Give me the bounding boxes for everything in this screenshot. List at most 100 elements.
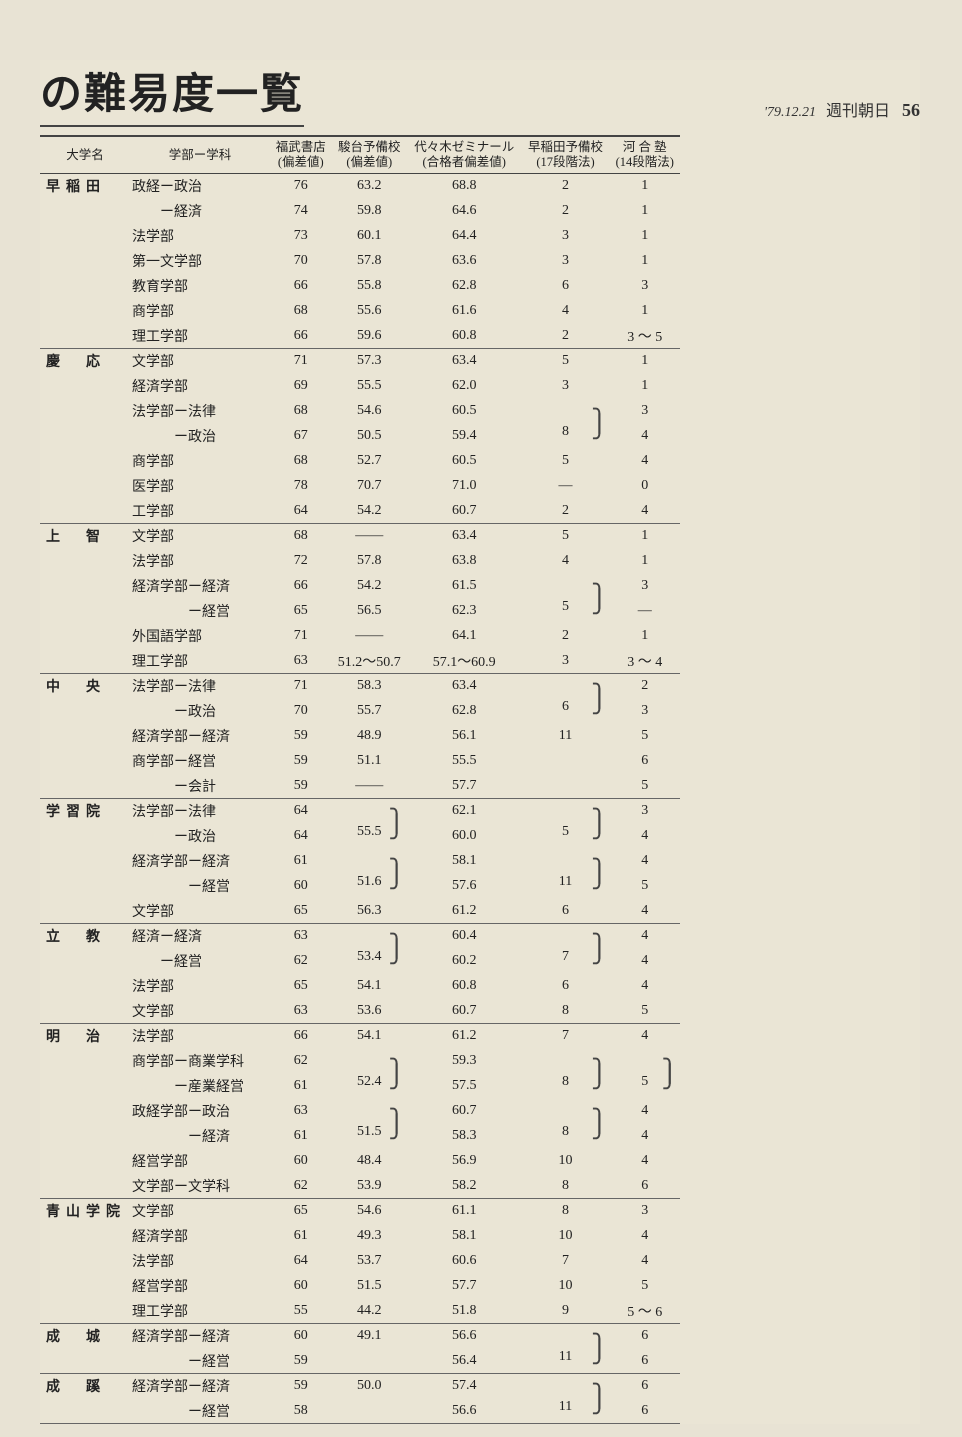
dept-cell: ー産業経営 xyxy=(130,1074,270,1099)
dept-cell: 経済学部ー経済 xyxy=(130,1374,270,1399)
value-cell: 8 xyxy=(522,999,610,1024)
uni-cell xyxy=(40,599,130,624)
uni-cell: 上 智 xyxy=(40,524,130,549)
dept-cell: 理工学部 xyxy=(130,649,270,674)
value-cell: 3 xyxy=(610,1199,680,1224)
value-cell: 53.7 xyxy=(332,1249,407,1274)
table-row: 成 城経済学部ー経済6049.156.6⎫6 xyxy=(40,1324,680,1349)
value-cell: 60.8 xyxy=(407,974,522,999)
value-cell: 3 xyxy=(610,799,680,824)
dept-cell: ー経営 xyxy=(130,1399,270,1424)
value-cell: 58.3 xyxy=(407,1124,522,1149)
value-cell: 50.5 xyxy=(332,424,407,449)
value-cell: 66 xyxy=(270,574,332,599)
value-cell: 4 xyxy=(610,424,680,449)
value-cell: 9 xyxy=(522,1299,610,1324)
table-row: 文学部6353.660.785 xyxy=(40,999,680,1024)
value-cell: 1 xyxy=(610,224,680,249)
value-cell: 54.1 xyxy=(332,974,407,999)
value-cell: 63 xyxy=(270,649,332,674)
dept-cell: ー政治 xyxy=(130,824,270,849)
value-cell: 58.1 xyxy=(407,849,522,874)
uni-cell xyxy=(40,1124,130,1149)
uni-cell xyxy=(40,1224,130,1249)
value-cell: 52.7 xyxy=(332,449,407,474)
dept-cell: ー経営 xyxy=(130,874,270,899)
table-row: 政経学部ー政治63⎫60.7⎫4 xyxy=(40,1099,680,1124)
uni-cell: 明 治 xyxy=(40,1024,130,1049)
table-row: ー政治7055.762.86⎭3 xyxy=(40,699,680,724)
value-cell: 56.9 xyxy=(407,1149,522,1174)
value-cell: 61 xyxy=(270,1074,332,1099)
value-cell: 69 xyxy=(270,374,332,399)
value-cell: 5 xyxy=(610,1274,680,1299)
value-cell: 62.8 xyxy=(407,699,522,724)
value-cell: 54.1 xyxy=(332,1024,407,1049)
dept-cell: 経済学部ー経済 xyxy=(130,849,270,874)
value-cell: 51.5⎭ xyxy=(332,1124,407,1149)
value-cell: 1 xyxy=(610,374,680,399)
uni-cell xyxy=(40,299,130,324)
table-row: 第一文学部7057.863.631 xyxy=(40,249,680,274)
value-cell: 51.2〜50.7 xyxy=(332,649,407,674)
value-cell: 61.1 xyxy=(407,1199,522,1224)
value-cell: 57.8 xyxy=(332,549,407,574)
value-cell: 3 〜 4 xyxy=(610,649,680,674)
value-cell: 48.9 xyxy=(332,724,407,749)
value-cell: 5 〜 6 xyxy=(610,1299,680,1324)
value-cell: 0 xyxy=(610,474,680,499)
magazine-name: 週刊朝日 xyxy=(826,103,890,120)
table-row: 法学部7257.863.841 xyxy=(40,549,680,574)
value-cell: 6 xyxy=(522,899,610,924)
value-cell: 68 xyxy=(270,449,332,474)
col-2: 駿台予備校(偏差値) xyxy=(332,136,407,174)
value-cell: 64.6 xyxy=(407,199,522,224)
dept-cell: 外国語学部 xyxy=(130,624,270,649)
value-cell: 6 xyxy=(610,1399,680,1424)
value-cell: 55.5 xyxy=(407,749,522,774)
dept-cell: ー経営 xyxy=(130,1349,270,1374)
dept-cell: 政経ー政治 xyxy=(130,174,270,199)
value-cell: 70 xyxy=(270,249,332,274)
value-cell: 60.6 xyxy=(407,1249,522,1274)
value-cell: 68.8 xyxy=(407,174,522,199)
value-cell: 5⎭ xyxy=(522,599,610,624)
dept-cell: 教育学部 xyxy=(130,274,270,299)
value-cell: 4 xyxy=(522,299,610,324)
value-cell: 56.3 xyxy=(332,899,407,924)
dept-cell: 商学部 xyxy=(130,299,270,324)
value-cell: 50.0 xyxy=(332,1374,407,1399)
value-cell: 3 〜 5 xyxy=(610,324,680,349)
value-cell: 4 xyxy=(610,449,680,474)
table-row: 立 教経済ー経済63⎫60.4⎫4 xyxy=(40,924,680,949)
value-cell: 68 xyxy=(270,524,332,549)
value-cell: 5⎭ xyxy=(522,824,610,849)
dept-cell: ー経済 xyxy=(130,199,270,224)
value-cell: 60.5 xyxy=(407,449,522,474)
value-cell: 61.6 xyxy=(407,299,522,324)
uni-cell xyxy=(40,1274,130,1299)
value-cell: 60.8 xyxy=(407,324,522,349)
value-cell: 11 xyxy=(522,724,610,749)
value-cell: 4 xyxy=(610,924,680,949)
dept-cell: 理工学部 xyxy=(130,1299,270,1324)
value-cell: 59 xyxy=(270,774,332,799)
table-row: 経済学部ー経済6654.261.5⎫3 xyxy=(40,574,680,599)
uni-cell xyxy=(40,624,130,649)
value-cell: 4 xyxy=(610,1224,680,1249)
table-row: 商学部ー経営5951.155.56 xyxy=(40,749,680,774)
value-cell: 61.2 xyxy=(407,899,522,924)
value-cell: 60 xyxy=(270,1324,332,1349)
value-cell: 4 xyxy=(610,949,680,974)
value-cell: 71 xyxy=(270,349,332,374)
value-cell: 62 xyxy=(270,1049,332,1074)
value-cell xyxy=(332,1399,407,1424)
dept-cell: 法学部ー法律 xyxy=(130,399,270,424)
value-cell: 61.2 xyxy=(407,1024,522,1049)
value-cell: 73 xyxy=(270,224,332,249)
uni-cell xyxy=(40,249,130,274)
table-row: 文学部6556.361.264 xyxy=(40,899,680,924)
dept-cell: 法学部ー法律 xyxy=(130,799,270,824)
dept-cell: 経済学部ー経済 xyxy=(130,1324,270,1349)
value-cell: 3 xyxy=(522,374,610,399)
